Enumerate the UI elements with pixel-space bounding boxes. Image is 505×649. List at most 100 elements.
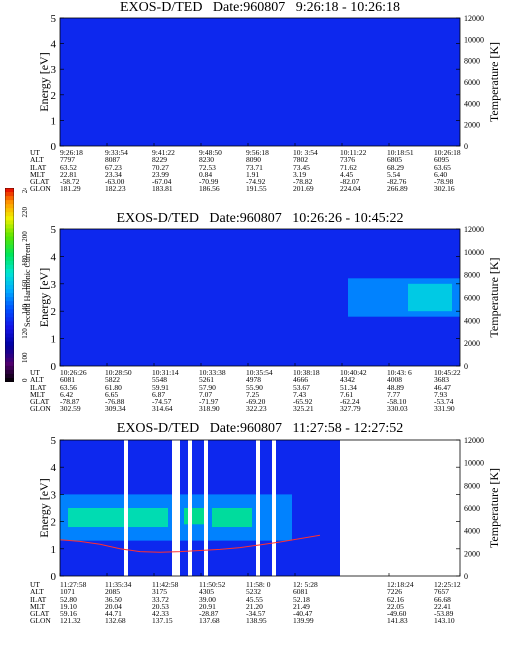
orbit-info-cell: 72.53 — [199, 162, 216, 172]
orbit-info-cell: 71.62 — [340, 162, 357, 172]
orbit-info-cell: 66.68 — [434, 594, 451, 604]
colorbar-segment — [5, 208, 14, 213]
orbit-info-cell: 44.71 — [105, 609, 122, 619]
temperature-tick-label: 0 — [464, 142, 468, 151]
colorbar-segment — [5, 337, 14, 343]
colorbar-tick-label: 80 — [21, 378, 29, 382]
orbit-info-cell: 4305 — [199, 587, 214, 597]
orbit-info-row-label: GLAT — [30, 177, 50, 187]
orbit-info-cell: 59.16 — [60, 609, 77, 619]
temperature-trace — [59, 534, 321, 553]
energy-tick-label: 0 — [51, 361, 57, 371]
colorbar-segment — [5, 264, 14, 270]
temperature-axis-label: Temperature [K] — [487, 42, 501, 122]
panel-axes: 0 1 2 3 4 5 Energy [eV] 0 2000 4000 6000 8000 10000 1… — [37, 224, 501, 371]
colorbar-segment — [5, 325, 14, 330]
orbit-info-cell: 5261 — [199, 375, 214, 385]
orbit-info-row-label: MLT — [30, 169, 46, 179]
orbit-info-cell: -58.72 — [60, 177, 80, 187]
orbit-info-cell: 4008 — [387, 375, 402, 385]
orbit-info-cell: 22.05 — [387, 601, 404, 611]
data-gap — [204, 440, 208, 576]
orbit-info-cell: 4978 — [246, 375, 261, 385]
energy-tick-label: 4 — [51, 251, 57, 263]
colorbar-segment — [5, 240, 14, 246]
orbit-info-cell: 53.67 — [293, 382, 310, 392]
colorbar-segment — [5, 280, 14, 286]
orbit-info-cell: 9:33:54 — [105, 148, 128, 157]
colorbar-segment — [5, 204, 14, 209]
temperature-tick-label: 6000 — [464, 294, 480, 303]
orbit-info-cell: 19.10 — [60, 601, 77, 611]
colorbar-segment — [5, 244, 14, 250]
orbit-info-row: GLON 121.32 132.68 137.15 137.68 138.95 139.99… — [30, 616, 500, 626]
plot-frame — [59, 17, 461, 147]
orbit-info-cell: 137.68 — [199, 616, 220, 626]
orbit-info-cell: 61.80 — [105, 382, 122, 392]
orbit-info-cell: 325.21 — [293, 404, 314, 414]
temperature-tick-label: 2000 — [464, 549, 480, 558]
energy-tick-label: 5 — [51, 224, 57, 236]
orbit-info-cell: 1071 — [60, 587, 75, 597]
energy-axis-label: Energy [eV] — [37, 52, 51, 111]
orbit-info-cell: 327.79 — [340, 404, 361, 414]
colorbar-segment — [5, 272, 14, 278]
orbit-info-row-label: GLAT — [30, 397, 50, 407]
orbit-info-cell: 6095 — [434, 155, 449, 165]
energy-tick-label: 2 — [51, 517, 57, 529]
panel-title: EXOS-D/TED Date:960807 11:27:58 - 12:27:… — [116, 421, 404, 436]
orbit-info-row-label: ILAT — [30, 162, 47, 172]
orbit-info-cell: 20.53 — [152, 601, 169, 611]
colorbar-axis: 240 220 200 180 160 140 120 100 80 Second Harmoni… — [21, 188, 32, 382]
orbit-info-row: GLAT -78.87 -76.88 -74.57 -71.97 -69.20 -65.92… — [30, 397, 500, 407]
energy-tick-label: 3 — [51, 64, 57, 76]
orbit-info-row: ALT 7797 8087 8229 8230 8090 7802 7376 6805 6095 — [30, 155, 500, 165]
orbit-info-cell: 10: 3:54 — [293, 148, 318, 157]
orbit-info-cell: 7.07 — [199, 389, 213, 399]
orbit-info-row-label: MLT — [30, 601, 46, 611]
orbit-info-cell: 322.23 — [246, 404, 267, 414]
data-gap — [172, 440, 180, 576]
orbit-info-cell: 21.20 — [246, 601, 263, 611]
orbit-info-row: ALT 6081 5822 5548 5261 4978 4666 4342 4008 3683 — [30, 375, 500, 385]
orbit-info-cell: -82.76 — [387, 177, 407, 187]
orbit-info-cell: 21.49 — [293, 601, 310, 611]
colorbar-segment — [5, 252, 14, 258]
orbit-info-table: UT 11:27:58 11:35:34 11:42:58 11:50:52 11:58:… — [30, 581, 500, 625]
orbit-info-cell: 11:27:58 — [60, 580, 87, 589]
orbit-info-row-label: GLON — [30, 616, 51, 626]
orbit-info-cell: 132.68 — [105, 616, 126, 626]
orbit-info-cell: 4.45 — [340, 169, 354, 179]
orbit-info-cell: -70.99 — [199, 177, 219, 187]
spectrogram-feature — [212, 508, 252, 528]
colorbar-segment — [5, 293, 14, 298]
orbit-info-cell: 5822 — [105, 375, 120, 385]
orbit-info-cell: 52.18 — [293, 594, 310, 604]
colorbar-segment — [5, 305, 14, 310]
orbit-info-cell: -58.10 — [387, 397, 407, 407]
orbit-info-cell: 55.90 — [246, 382, 263, 392]
colorbar-segment — [5, 341, 14, 347]
temperature-tick-label: 8000 — [464, 271, 480, 280]
colorbar-label: Second Harmonic Current — [23, 242, 32, 327]
colorbar-tick-label: 240 — [21, 188, 29, 193]
orbit-info-cell: 137.15 — [152, 616, 173, 626]
orbit-info-cell: -76.88 — [105, 397, 125, 407]
orbit-info-cell: 5232 — [246, 587, 261, 597]
temperature-tick-label: 0 — [464, 362, 468, 371]
orbit-info-cell: 67.23 — [105, 162, 122, 172]
orbit-info-cell: 62.16 — [387, 594, 404, 604]
orbit-info-cell: -78.98 — [434, 177, 454, 187]
orbit-info-cell: -53.74 — [434, 397, 454, 407]
orbit-info-cell: 52.80 — [60, 594, 77, 604]
orbit-info-cell: 42.33 — [152, 609, 169, 619]
orbit-info-cell: 3175 — [152, 587, 167, 597]
colorbar-segment — [5, 345, 14, 351]
orbit-info-cell: 10:45:22 — [434, 368, 461, 377]
orbit-info-cell: 12:18:24 — [387, 580, 414, 589]
colorbar-segment — [5, 212, 14, 217]
orbit-info-cell: -71.97 — [199, 397, 219, 407]
orbit-info-cell: 9:56:18 — [246, 148, 269, 157]
energy-tick-label: 1 — [51, 115, 57, 127]
orbit-info-cell: 143.10 — [434, 616, 455, 626]
